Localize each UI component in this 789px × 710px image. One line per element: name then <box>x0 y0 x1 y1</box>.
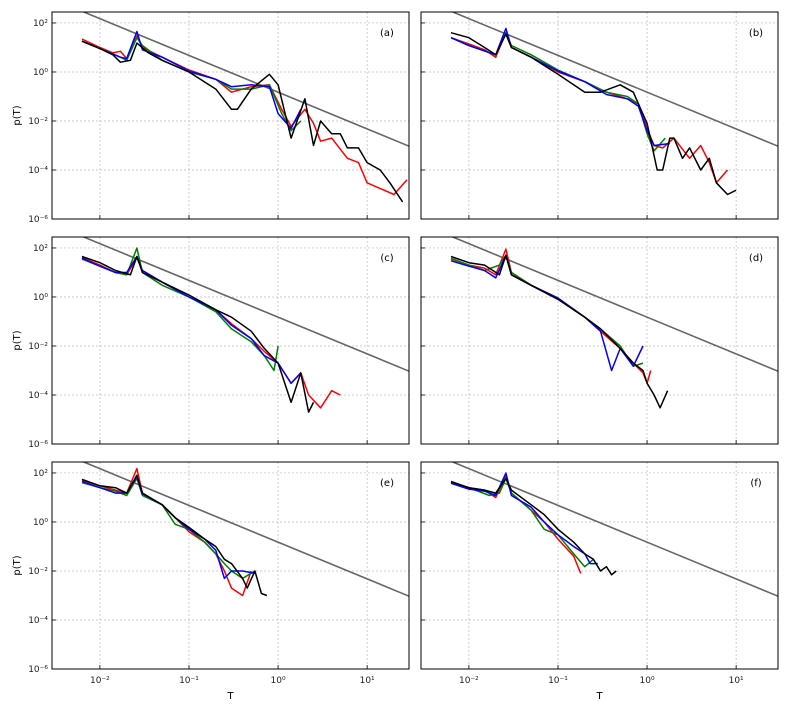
y-tick-label: 10⁻² <box>28 342 48 352</box>
panel-frame <box>51 236 410 445</box>
reference-power-law-line <box>81 237 409 372</box>
series-line-blue <box>81 255 302 385</box>
y-tick-label: 10⁻⁶ <box>28 665 48 675</box>
panel-label: (b) <box>749 28 763 39</box>
y-tick-label: 10⁻² <box>28 117 48 127</box>
series-line-green <box>81 247 279 372</box>
x-tick-label: 10¹ <box>360 676 375 686</box>
x-tick-label: 10¹ <box>729 676 744 686</box>
panel-frame <box>420 461 779 670</box>
panel-frame <box>51 461 410 670</box>
x-tick-label: 10⁻² <box>459 676 479 686</box>
y-tick-label: 10⁻⁶ <box>28 440 48 450</box>
series-line-blue <box>450 472 598 565</box>
panel-label: (a) <box>380 28 394 39</box>
y-tick-label: 10² <box>33 469 48 479</box>
plot-area <box>450 462 778 597</box>
plot-area <box>81 237 409 413</box>
series-line-red <box>81 256 341 409</box>
panel-frame <box>420 236 779 445</box>
series-line-black <box>450 254 669 409</box>
y-tick-label: 10⁰ <box>33 518 48 528</box>
series-line-black <box>81 255 315 413</box>
series-line-black <box>81 40 404 203</box>
panel-label: (e) <box>380 478 394 489</box>
reference-power-law-line <box>450 237 778 372</box>
y-tick-label: 10⁻⁶ <box>28 215 48 225</box>
series-line-blue <box>450 27 670 147</box>
panel-frame <box>51 11 410 220</box>
y-tick-label: 10⁻² <box>28 567 48 577</box>
x-tick-label: 10⁻² <box>90 676 110 686</box>
series-line-blue <box>81 476 256 580</box>
y-tick-label: 10⁰ <box>33 293 48 303</box>
x-tick-label: 10⁻¹ <box>179 676 199 686</box>
y-axis-label: p(T) <box>12 555 23 575</box>
panel-label: (d) <box>749 253 763 264</box>
panel-label: (f) <box>750 478 761 489</box>
plot-area <box>81 462 409 597</box>
y-tick-label: 10⁻⁴ <box>28 391 48 401</box>
plot-area <box>81 12 409 203</box>
series-line-black <box>450 31 737 196</box>
panel-e: 10⁻² 10⁻¹ 10⁰ 10¹ 10² 10⁰ 10⁻² 10⁻⁴ 10⁻⁶ (e) p(T) T <box>12 461 410 702</box>
reference-power-law-line <box>81 462 409 597</box>
reference-power-law-line <box>81 12 409 147</box>
y-tick-label: 10⁰ <box>33 68 48 78</box>
panel-c: 10² 10⁰ 10⁻² 10⁻⁴ 10⁻⁶ (c) p(T) <box>12 236 410 450</box>
x-tick-label: 10⁰ <box>271 676 286 686</box>
series-line-black <box>81 474 268 597</box>
reference-power-law-line <box>450 12 778 147</box>
x-tick-label: 10⁰ <box>640 676 655 686</box>
series-line-green <box>450 254 644 367</box>
x-axis-label: T <box>595 691 603 702</box>
y-tick-label: 10⁻⁴ <box>28 166 48 176</box>
plot-area <box>450 12 778 196</box>
panel-f: 10⁻² 10⁻¹ 10⁰ 10¹ (f) T <box>420 461 779 702</box>
panel-b: (b) <box>420 11 779 220</box>
x-tick-label: 10⁻¹ <box>548 676 568 686</box>
panel-a: 10² 10⁰ 10⁻² 10⁻⁴ 10⁻⁶ (a) p(T) <box>12 11 410 225</box>
series-line-black <box>450 477 617 576</box>
y-tick-label: 10² <box>33 19 48 29</box>
series-line-blue <box>450 254 644 372</box>
reference-power-law-line <box>450 462 778 597</box>
panel-d: (d) <box>420 236 779 445</box>
y-axis-label: p(T) <box>12 105 23 125</box>
y-tick-label: 10⁻⁴ <box>28 616 48 626</box>
series-line-green <box>81 477 256 580</box>
y-tick-label: 10² <box>33 244 48 254</box>
plot-area <box>450 237 778 409</box>
panel-label: (c) <box>380 253 393 264</box>
x-axis-label: T <box>226 691 234 702</box>
series-line-blue <box>81 30 302 130</box>
panel-frame <box>420 11 779 220</box>
y-axis-label: p(T) <box>12 330 23 350</box>
